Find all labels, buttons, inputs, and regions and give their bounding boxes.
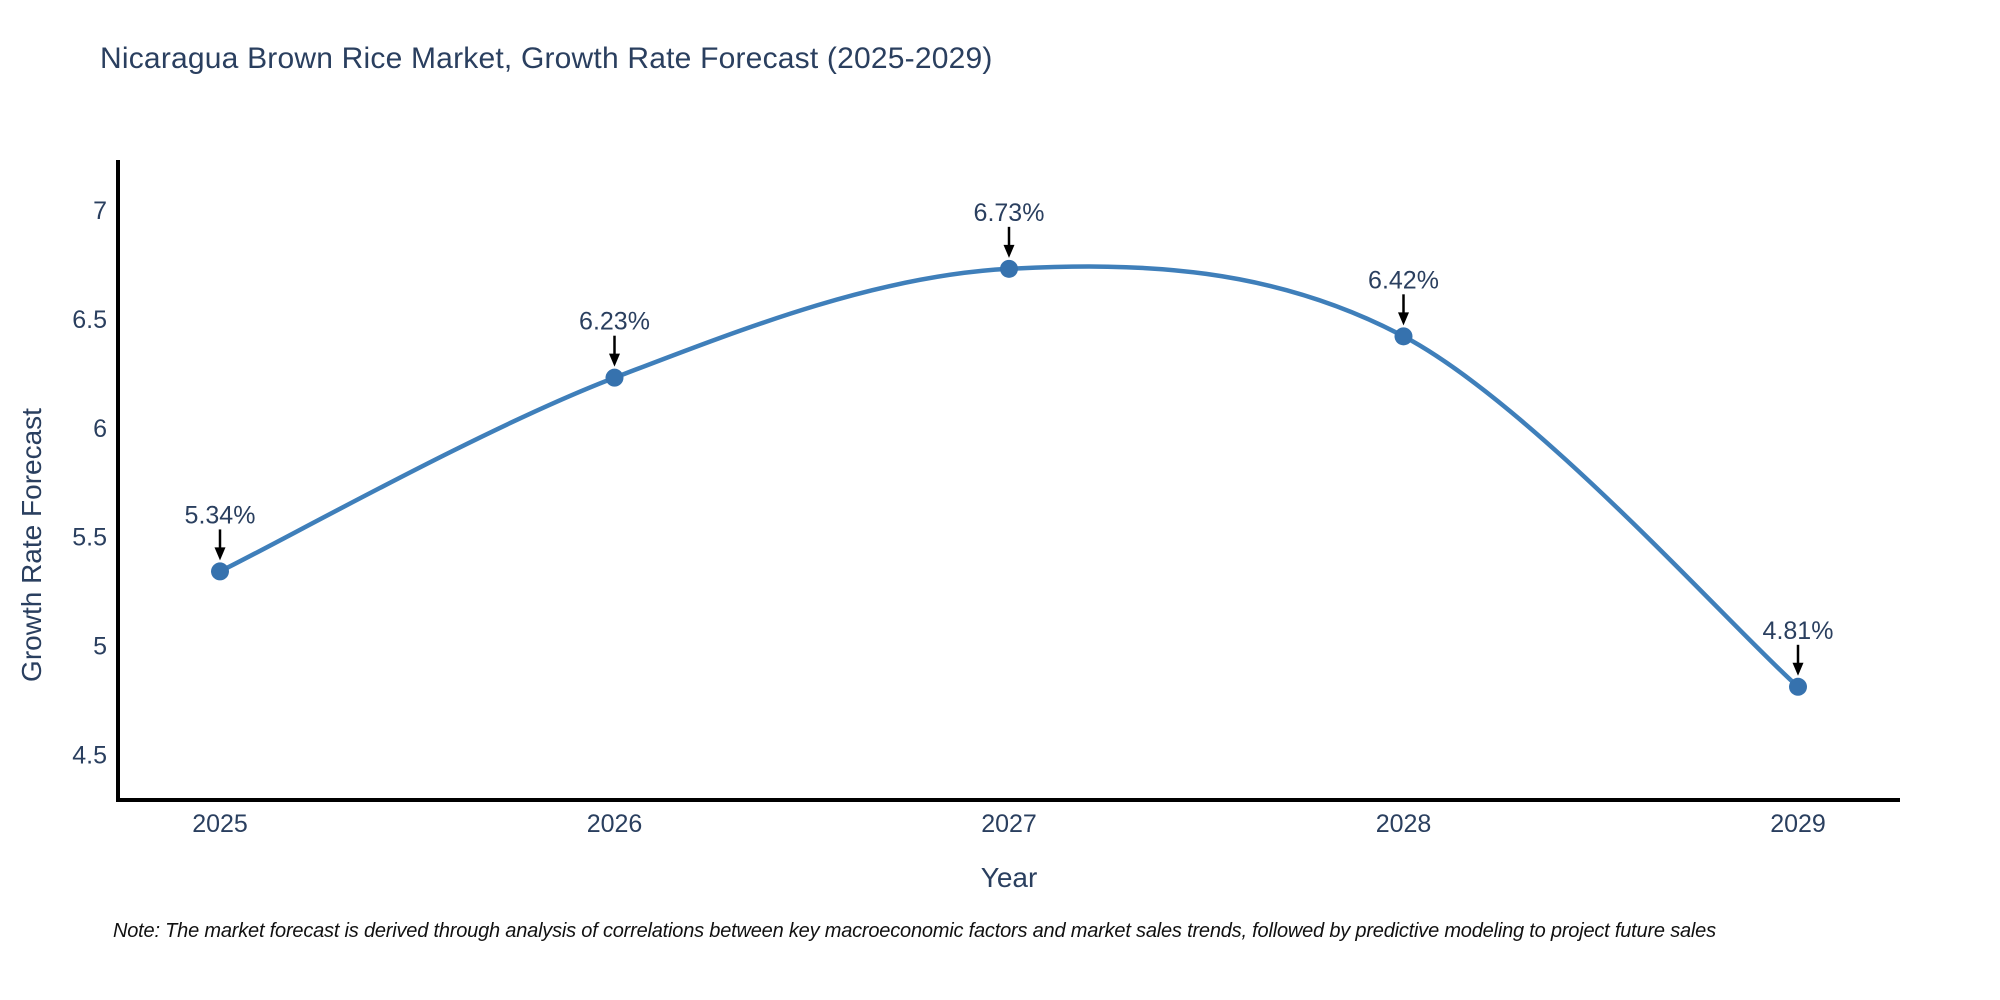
footnote: Note: The market forecast is derived thr… bbox=[113, 920, 1716, 942]
y-tick-label: 5.5 bbox=[72, 524, 107, 552]
y-tick-label: 7 bbox=[93, 197, 107, 225]
x-axis-title: Year bbox=[980, 862, 1038, 893]
y-tick-label: 6 bbox=[93, 415, 107, 443]
chart-title: Nicaragua Brown Rice Market, Growth Rate… bbox=[100, 42, 993, 75]
annotation-arrowhead bbox=[609, 353, 620, 367]
annotation-arrowhead bbox=[214, 547, 226, 561]
annotation-arrowhead bbox=[1003, 244, 1015, 258]
x-tick-label: 2025 bbox=[192, 810, 248, 838]
annotation-label: 5.34% bbox=[185, 501, 256, 529]
data-point-marker[interactable] bbox=[211, 562, 229, 581]
y-tick-label: 4.5 bbox=[72, 741, 107, 769]
annotation-label: 6.23% bbox=[579, 308, 650, 336]
x-tick-label: 2028 bbox=[1376, 810, 1432, 838]
data-point-marker[interactable] bbox=[1394, 327, 1413, 346]
annotation-label: 4.81% bbox=[1763, 617, 1834, 645]
annotation-arrowhead bbox=[1398, 312, 1409, 326]
data-point-marker[interactable] bbox=[1789, 677, 1807, 696]
data-point-marker[interactable] bbox=[605, 368, 624, 387]
y-tick-label: 6.5 bbox=[72, 306, 107, 334]
axis-spine bbox=[116, 160, 1900, 802]
data-point-marker[interactable] bbox=[1000, 259, 1018, 278]
annotation-label: 6.73% bbox=[974, 199, 1045, 227]
y-tick-label: 5 bbox=[93, 632, 107, 660]
annotation-label: 6.42% bbox=[1368, 266, 1439, 294]
annotation-arrowhead bbox=[1792, 662, 1804, 676]
x-tick-label: 2029 bbox=[1770, 810, 1826, 838]
x-tick-label: 2026 bbox=[587, 810, 643, 838]
forecast-line bbox=[217, 264, 1801, 690]
x-tick-label: 2027 bbox=[981, 810, 1037, 838]
